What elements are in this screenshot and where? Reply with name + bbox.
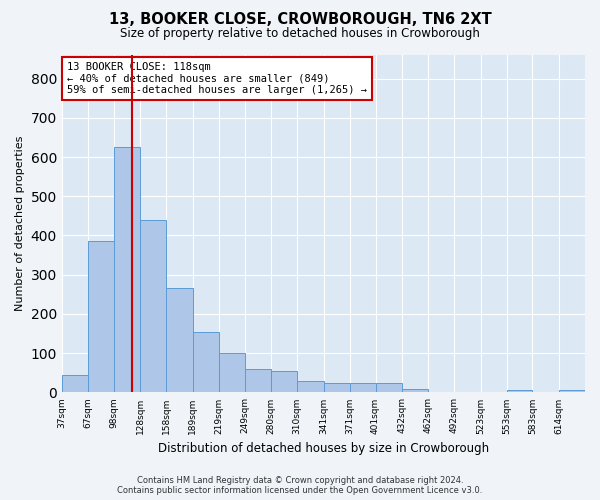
- Bar: [402, 388, 428, 392]
- Bar: [62, 375, 88, 392]
- Bar: [88, 242, 115, 392]
- Text: Contains HM Land Registry data © Crown copyright and database right 2024.
Contai: Contains HM Land Registry data © Crown c…: [118, 476, 482, 495]
- Bar: [271, 371, 297, 392]
- Bar: [140, 220, 166, 392]
- X-axis label: Distribution of detached houses by size in Crowborough: Distribution of detached houses by size …: [158, 442, 489, 455]
- Bar: [218, 353, 245, 393]
- Y-axis label: Number of detached properties: Number of detached properties: [15, 136, 25, 312]
- Bar: [115, 147, 140, 392]
- Text: 13 BOOKER CLOSE: 118sqm
← 40% of detached houses are smaller (849)
59% of semi-d: 13 BOOKER CLOSE: 118sqm ← 40% of detache…: [67, 62, 367, 95]
- Bar: [376, 382, 402, 392]
- Bar: [324, 382, 350, 392]
- Bar: [506, 390, 532, 392]
- Bar: [559, 390, 585, 392]
- Bar: [297, 380, 324, 392]
- Text: 13, BOOKER CLOSE, CROWBOROUGH, TN6 2XT: 13, BOOKER CLOSE, CROWBOROUGH, TN6 2XT: [109, 12, 491, 28]
- Bar: [166, 288, 193, 393]
- Bar: [350, 382, 376, 392]
- Bar: [245, 369, 271, 392]
- Bar: [193, 332, 218, 392]
- Text: Size of property relative to detached houses in Crowborough: Size of property relative to detached ho…: [120, 28, 480, 40]
